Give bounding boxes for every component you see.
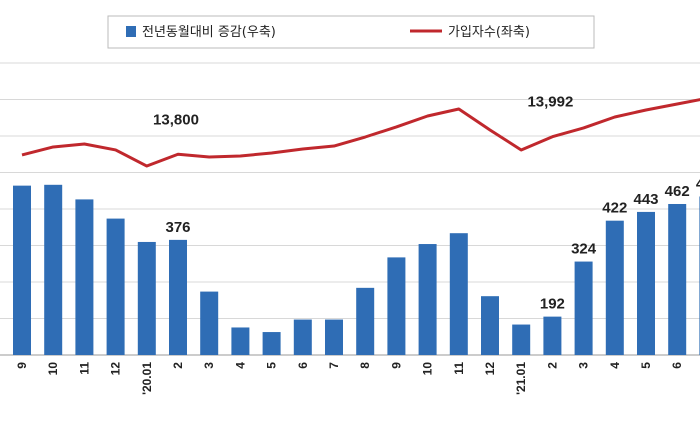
bar [605, 220, 624, 355]
bar [231, 327, 250, 355]
legend-box [107, 15, 595, 49]
data-label: 480 [696, 175, 700, 192]
bar [262, 332, 281, 355]
bar [44, 184, 63, 355]
x-tick-label: 4 [233, 362, 247, 369]
x-tick-label: 5 [639, 362, 653, 369]
x-tick-label: 11 [77, 362, 91, 375]
data-label: 443 [633, 191, 658, 208]
legend-swatch [126, 26, 136, 37]
x-tick-label: 11 [452, 362, 466, 375]
x-tick-label: 5 [265, 362, 279, 369]
bar [449, 233, 468, 355]
bar [512, 324, 531, 355]
legend-label: 전년동월대비 증감(우축) [142, 25, 276, 40]
x-tick-label: 6 [670, 362, 684, 369]
x-tick-label: 10 [421, 362, 435, 376]
bar [668, 203, 687, 355]
x-tick-label: 12 [483, 362, 497, 376]
bar [169, 239, 187, 355]
data-label: 462 [665, 183, 690, 200]
x-tick-label: 6 [296, 362, 310, 369]
x-tick-label: 3 [202, 362, 216, 369]
line [21, 98, 700, 168]
bar [137, 241, 156, 355]
x-tick-label: 10 [46, 362, 60, 376]
x-tick-label: 9 [15, 362, 29, 369]
x-tick-label: 12 [109, 362, 123, 376]
bar [418, 244, 437, 355]
x-tick-label: 7 [327, 362, 341, 369]
bar [200, 291, 219, 355]
bar [543, 316, 562, 355]
data-label: 13,800 [153, 111, 199, 128]
data-label: 324 [571, 241, 597, 258]
bar [481, 296, 499, 355]
x-tick-label: '20.01 [140, 362, 154, 395]
bar [75, 199, 94, 355]
x-tick-label: 3 [577, 362, 591, 369]
data-label: 13,992 [527, 94, 573, 111]
bar [356, 287, 375, 355]
bar [106, 218, 125, 355]
x-tick-label: '21.01 [514, 362, 528, 395]
x-tick-label: 9 [389, 362, 403, 369]
bar [13, 185, 31, 355]
legend-label: 가입자수(좌축) [448, 25, 530, 40]
bar [387, 257, 406, 355]
bar [325, 319, 343, 355]
data-label: 376 [165, 219, 190, 236]
bar [637, 211, 655, 355]
bar [293, 319, 312, 355]
x-tick-label: 2 [171, 362, 185, 369]
x-tick-label: 8 [358, 362, 372, 369]
data-label: 422 [602, 200, 627, 217]
data-label: 192 [540, 296, 565, 313]
x-tick-label: 2 [545, 362, 559, 369]
bar [574, 261, 593, 355]
x-tick-label: 4 [608, 362, 622, 369]
